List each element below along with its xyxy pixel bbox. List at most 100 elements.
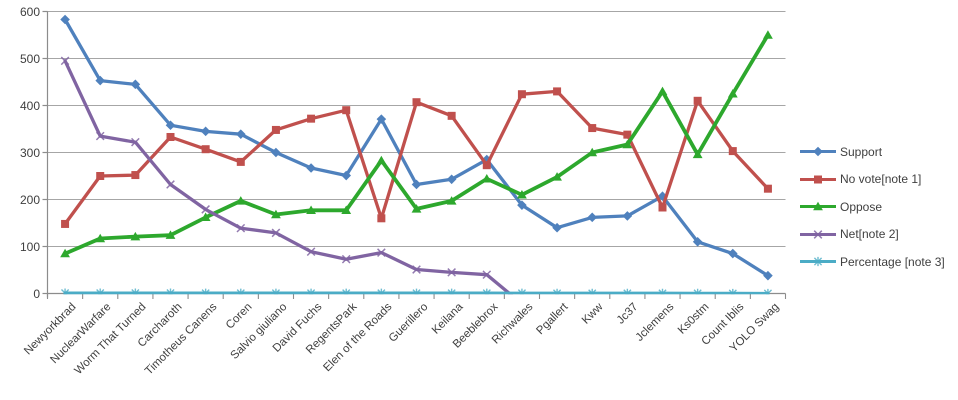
data-point-marker xyxy=(587,147,598,157)
data-point-marker xyxy=(763,184,772,193)
y-tick-label: 600 xyxy=(19,4,40,19)
series-oppose xyxy=(60,30,773,258)
data-point-marker xyxy=(60,248,70,258)
data-point-marker xyxy=(482,288,491,295)
data-point-marker xyxy=(376,155,387,165)
data-point-marker xyxy=(446,174,457,185)
legend-item-label: No vote[note 1] xyxy=(840,172,922,187)
data-point-marker xyxy=(727,88,738,98)
data-point-marker xyxy=(235,129,246,139)
data-point-marker xyxy=(813,201,823,211)
data-point-marker xyxy=(342,288,351,295)
data-point-marker xyxy=(130,79,141,90)
data-point-marker xyxy=(657,86,668,96)
data-point-marker xyxy=(166,180,175,189)
data-point-marker xyxy=(517,190,527,199)
diamond-legend-marker-icon xyxy=(800,146,836,157)
data-point-marker xyxy=(306,163,316,173)
data-point-marker xyxy=(411,204,422,213)
data-point-marker xyxy=(552,222,562,233)
data-point-marker xyxy=(166,288,175,295)
data-point-marker xyxy=(306,247,316,257)
square-legend-marker-icon xyxy=(800,175,836,184)
data-point-marker xyxy=(60,288,70,295)
data-point-marker xyxy=(447,111,456,120)
data-point-marker xyxy=(131,171,140,180)
data-point-marker xyxy=(95,75,106,86)
legend-item: No vote[note 1] xyxy=(799,166,945,194)
data-point-marker xyxy=(341,205,352,215)
data-point-marker xyxy=(411,179,422,190)
data-point-marker xyxy=(61,219,70,228)
data-point-marker xyxy=(201,145,210,154)
series-net-note-2- xyxy=(60,56,514,295)
legend: Support No vote[note 1] Oppose Net[note 2] P… xyxy=(799,138,945,276)
data-point-marker xyxy=(517,200,527,210)
data-point-marker xyxy=(813,257,823,267)
data-point-marker xyxy=(692,149,703,159)
y-tick-label: 200 xyxy=(19,192,40,207)
y-tick-label: 0 xyxy=(33,286,40,301)
data-point-marker xyxy=(763,288,773,295)
data-point-marker xyxy=(763,270,773,281)
data-point-marker xyxy=(727,248,738,259)
data-point-marker xyxy=(341,170,352,181)
data-point-marker xyxy=(166,132,175,141)
data-point-marker xyxy=(271,288,281,295)
data-point-marker xyxy=(271,228,281,238)
x-legend-marker-icon xyxy=(800,229,836,239)
y-tick-label: 100 xyxy=(19,239,40,254)
data-point-marker xyxy=(131,137,140,147)
data-point-marker xyxy=(341,254,351,264)
data-point-marker xyxy=(447,288,456,295)
data-point-marker xyxy=(201,288,210,295)
y-tick-label: 400 xyxy=(19,98,40,113)
data-point-marker xyxy=(447,268,456,277)
data-point-marker xyxy=(482,161,491,170)
triangle-legend-marker-icon xyxy=(800,201,836,211)
y-tick-label: 500 xyxy=(19,51,40,66)
data-point-marker xyxy=(658,288,667,295)
asterisk-legend-marker-icon xyxy=(800,257,836,267)
data-point-marker xyxy=(412,98,421,107)
data-point-marker xyxy=(307,114,316,123)
data-point-marker xyxy=(623,130,632,139)
data-point-marker xyxy=(306,205,316,215)
series-line xyxy=(63,33,770,256)
data-point-marker xyxy=(482,270,492,280)
data-point-marker xyxy=(692,237,703,247)
data-point-marker xyxy=(377,248,386,257)
data-point-marker xyxy=(813,146,823,157)
data-point-marker xyxy=(377,288,386,295)
data-point-marker xyxy=(728,288,737,295)
legend-item: Net[note 2] xyxy=(799,221,945,249)
legend-item-label: Support xyxy=(840,144,883,159)
data-point-marker xyxy=(412,265,421,274)
data-point-marker xyxy=(131,288,140,295)
data-point-marker xyxy=(165,230,176,239)
data-point-marker xyxy=(728,147,737,156)
data-point-marker xyxy=(236,157,245,166)
data-point-marker xyxy=(95,233,106,243)
data-point-marker xyxy=(412,288,421,295)
data-point-marker xyxy=(481,154,492,165)
data-point-marker xyxy=(552,288,562,295)
legend-item-label: Net[note 2] xyxy=(840,227,899,242)
data-point-marker xyxy=(552,172,562,181)
data-point-marker xyxy=(165,120,176,131)
data-point-marker xyxy=(200,126,211,137)
data-point-marker xyxy=(693,96,702,105)
data-point-marker xyxy=(235,196,246,205)
data-point-marker xyxy=(622,211,633,221)
data-point-marker xyxy=(623,288,632,295)
data-point-marker xyxy=(200,212,211,222)
data-point-marker xyxy=(813,229,823,239)
series-support xyxy=(60,14,773,281)
data-point-marker xyxy=(60,56,70,66)
data-point-marker xyxy=(201,205,210,214)
data-point-marker xyxy=(693,288,702,295)
data-point-marker xyxy=(236,288,245,295)
data-point-marker xyxy=(96,172,105,180)
